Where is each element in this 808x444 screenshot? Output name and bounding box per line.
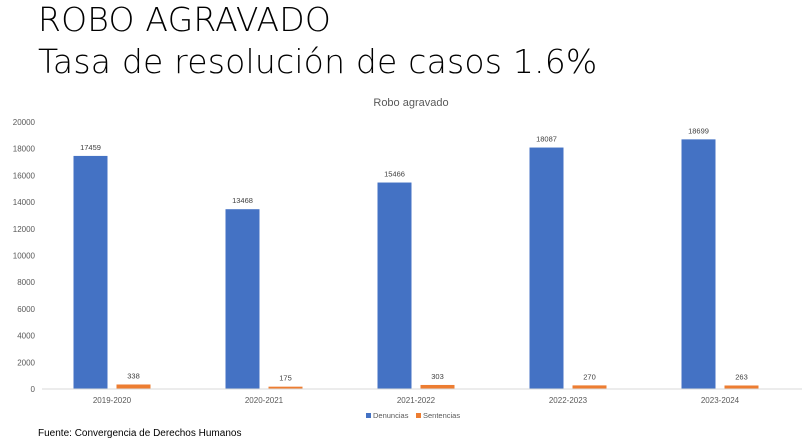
bar-sentencias <box>420 384 455 389</box>
y-tick-label: 20000 <box>13 118 36 127</box>
bar-sentencias <box>116 384 151 389</box>
data-label: 18087 <box>536 135 557 144</box>
y-tick-label: 10000 <box>13 252 36 261</box>
y-tick-label: 0 <box>31 385 36 394</box>
bar-sentencias <box>572 385 607 389</box>
bar-group: 18087 270 <box>529 135 607 389</box>
legend-label: Denuncias <box>373 411 409 420</box>
x-axis: 2019-2020 2020-2021 2021-2022 2022-2023 2023… <box>42 388 802 405</box>
data-label: 17459 <box>80 143 101 152</box>
legend-label: Sentencias <box>423 411 460 420</box>
y-tick-label: 6000 <box>17 305 35 314</box>
y-tick-label: 8000 <box>17 278 35 287</box>
bar-denuncias <box>681 139 716 389</box>
y-tick-label: 18000 <box>13 145 36 154</box>
bar-group: 15466 303 <box>377 170 455 389</box>
y-tick-label: 14000 <box>13 198 36 207</box>
data-label: 263 <box>735 372 748 381</box>
data-label: 15466 <box>384 170 405 179</box>
y-tick-label: 2000 <box>17 358 35 367</box>
bars: 17459 338 13468 175 15466 303 18087 270 18699 263 <box>73 126 759 389</box>
slide-title: ROBO AGRAVADO <box>38 0 332 39</box>
slide-subtitle: Tasa de resolución de casos 1.6% <box>38 42 598 81</box>
data-label: 270 <box>583 372 596 381</box>
chart-title: Robo agravado <box>373 97 448 109</box>
legend-item: Sentencias <box>416 411 460 420</box>
source-note: Fuente: Convergencia de Derechos Humanos <box>38 428 242 439</box>
legend-swatch <box>366 413 371 418</box>
bar-denuncias <box>377 182 412 389</box>
data-label: 18699 <box>688 126 709 135</box>
y-tick-label: 4000 <box>17 332 35 341</box>
data-label: 175 <box>279 374 292 383</box>
x-tick-label: 2019-2020 <box>93 396 132 405</box>
data-label: 303 <box>431 372 444 381</box>
bar-sentencias <box>724 385 759 389</box>
x-tick-label: 2022-2023 <box>549 396 588 405</box>
bar-denuncias <box>225 209 260 389</box>
y-tick-label: 12000 <box>13 225 36 234</box>
data-label: 338 <box>127 371 140 380</box>
bar-denuncias <box>529 147 564 389</box>
bar-sentencias <box>268 386 303 389</box>
x-tick-label: 2021-2022 <box>397 396 436 405</box>
y-tick-label: 16000 <box>13 171 36 180</box>
chart-legend: Denuncias Sentencias <box>366 411 460 420</box>
data-label: 13468 <box>232 196 253 205</box>
bar-denuncias <box>73 155 108 389</box>
legend-swatch <box>416 413 421 418</box>
x-tick-label: 2023-2024 <box>701 396 740 405</box>
bar-chart: Robo agravado 0 2000 4000 6000 8000 10000 1200… <box>13 97 802 420</box>
legend-item: Denuncias <box>366 411 409 420</box>
bar-group: 18699 263 <box>681 126 759 389</box>
bar-group: 17459 338 <box>73 143 151 389</box>
y-axis: 0 2000 4000 6000 8000 10000 12000 14000 16000 180… <box>13 118 36 394</box>
bar-group: 13468 175 <box>225 196 303 389</box>
x-tick-label: 2020-2021 <box>245 396 284 405</box>
